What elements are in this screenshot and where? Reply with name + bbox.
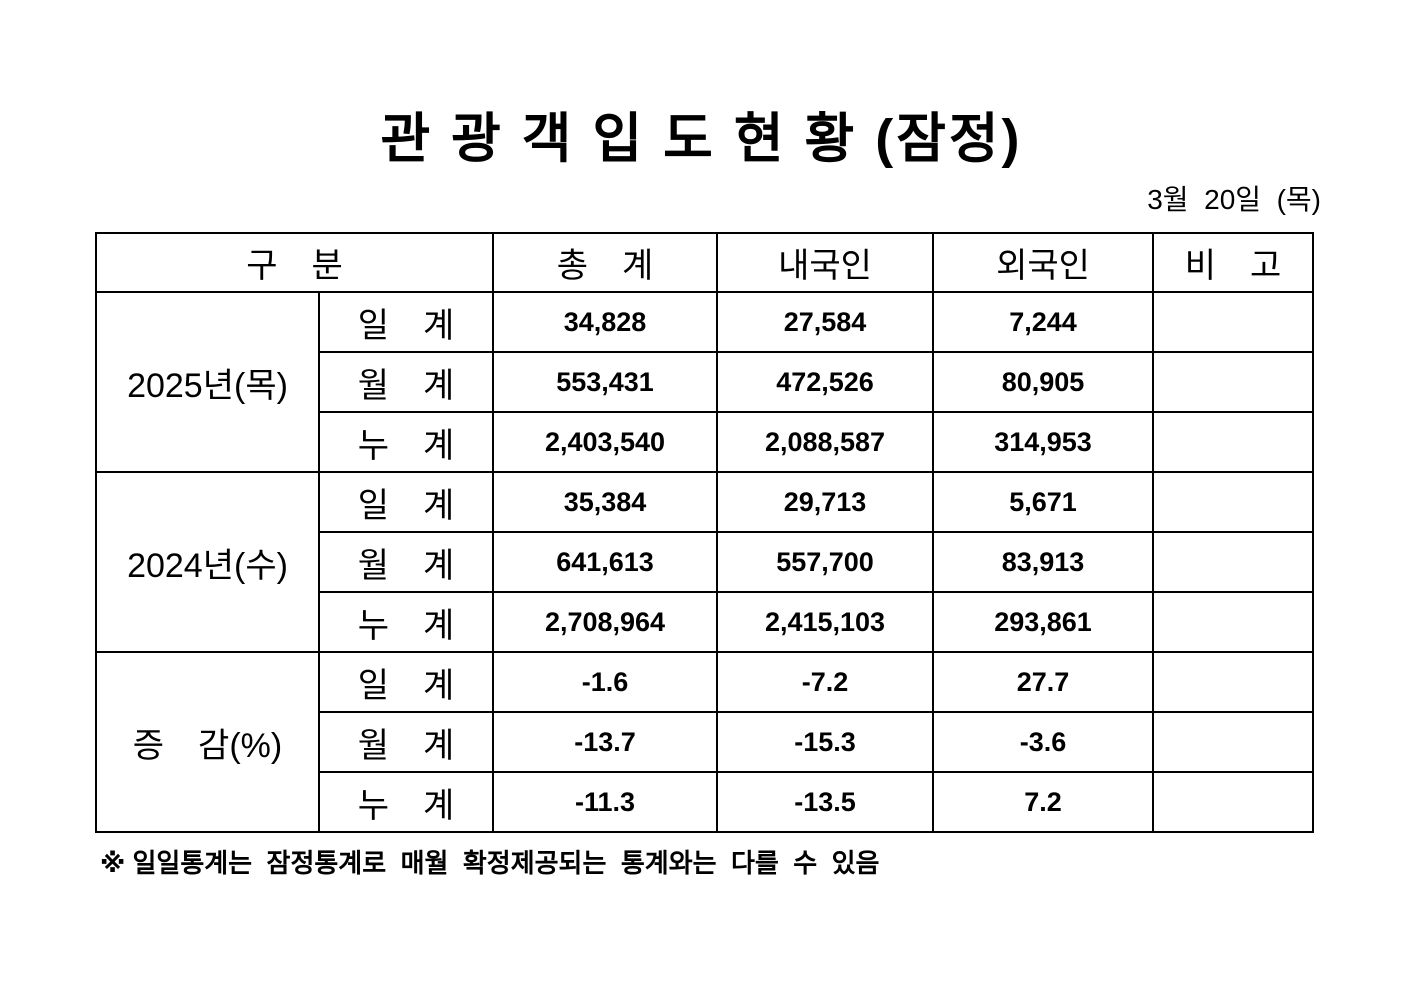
header-category: 구 분 xyxy=(95,232,494,293)
value-total: 2,708,964 xyxy=(492,591,718,653)
value-note xyxy=(1152,771,1314,833)
value-domestic: 2,415,103 xyxy=(716,591,934,653)
row-label-monthly: 월 계 xyxy=(318,531,494,593)
header-note: 비 고 xyxy=(1152,232,1314,293)
page-title: 관 광 객 입 도 현 황 (잠정) xyxy=(380,109,1023,169)
header-total: 총 계 xyxy=(492,232,718,293)
tourist-stats-table: 구 분 총 계 내국인 외국인 비 고 2025년(목) 일 계 34,828 … xyxy=(95,232,1314,833)
value-domestic: -13.5 xyxy=(716,771,934,833)
row-label-monthly: 월 계 xyxy=(318,711,494,773)
table-row: 월 계 553,431 472,526 80,905 xyxy=(96,351,1314,413)
header-foreign: 외국인 xyxy=(932,232,1154,293)
value-note xyxy=(1152,531,1314,593)
table-row: 증 감(%) 일 계 -1.6 -7.2 27.7 xyxy=(95,651,1314,833)
value-domestic: 29,713 xyxy=(716,471,934,533)
value-total: -1.6 xyxy=(492,651,718,713)
table-row: 월 계 -13.7 -15.3 -3.6 xyxy=(96,711,1314,773)
value-domestic: -7.2 xyxy=(716,651,934,713)
row-label-daily: 일 계 xyxy=(318,651,494,713)
value-note xyxy=(1152,411,1314,473)
table-row: 월 계 641,613 557,700 83,913 xyxy=(96,531,1314,593)
value-total: 641,613 xyxy=(492,531,718,593)
value-foreign: 7,244 xyxy=(932,291,1154,353)
value-total: 553,431 xyxy=(492,351,718,413)
header-row: 구 분 총 계 내국인 외국인 비 고 xyxy=(95,232,1314,293)
value-note xyxy=(1152,351,1314,413)
value-foreign: 27.7 xyxy=(932,651,1154,713)
row-label-daily: 일 계 xyxy=(318,291,494,353)
value-note xyxy=(1152,291,1314,353)
table-row: 누 계 2,708,964 2,415,103 293,861 xyxy=(96,591,1314,653)
table-row: 2025년(목) 일 계 34,828 27,584 7,244 xyxy=(95,291,1314,473)
value-domestic: 472,526 xyxy=(716,351,934,413)
value-foreign: 314,953 xyxy=(932,411,1154,473)
value-foreign: 5,671 xyxy=(932,471,1154,533)
value-domestic: -15.3 xyxy=(716,711,934,773)
table-row: 2024년(수) 일 계 35,384 29,713 5,671 xyxy=(95,471,1314,653)
header-domestic: 내국인 xyxy=(716,232,934,293)
value-note xyxy=(1152,651,1314,713)
value-foreign: 7.2 xyxy=(932,771,1154,833)
value-foreign: 293,861 xyxy=(932,591,1154,653)
row-label-cumulative: 누 계 xyxy=(318,771,494,833)
value-foreign: 83,913 xyxy=(932,531,1154,593)
value-note xyxy=(1152,591,1314,653)
value-total: -13.7 xyxy=(492,711,718,773)
value-note xyxy=(1152,711,1314,773)
group-label-change-pct: 증 감(%) xyxy=(95,651,320,833)
value-note xyxy=(1152,471,1314,533)
group-label-2025: 2025년(목) xyxy=(95,291,320,473)
value-total: 35,384 xyxy=(492,471,718,533)
report-date: 3월 20일 (목) xyxy=(1147,184,1321,215)
table-row: 누 계 2,403,540 2,088,587 314,953 xyxy=(96,411,1314,473)
row-label-cumulative: 누 계 xyxy=(318,411,494,473)
value-foreign: -3.6 xyxy=(932,711,1154,773)
value-domestic: 2,088,587 xyxy=(716,411,934,473)
value-total: -11.3 xyxy=(492,771,718,833)
value-domestic: 557,700 xyxy=(716,531,934,593)
row-label-monthly: 월 계 xyxy=(318,351,494,413)
footnote: ※ 일일통계는 잠정통계로 매월 확정제공되는 통계와는 다를 수 있음 xyxy=(100,848,880,878)
group-label-2024: 2024년(수) xyxy=(95,471,320,653)
value-total: 34,828 xyxy=(492,291,718,353)
row-label-cumulative: 누 계 xyxy=(318,591,494,653)
table-row: 누 계 -11.3 -13.5 7.2 xyxy=(96,771,1314,833)
value-foreign: 80,905 xyxy=(932,351,1154,413)
value-total: 2,403,540 xyxy=(492,411,718,473)
value-domestic: 27,584 xyxy=(716,291,934,353)
row-label-daily: 일 계 xyxy=(318,471,494,533)
